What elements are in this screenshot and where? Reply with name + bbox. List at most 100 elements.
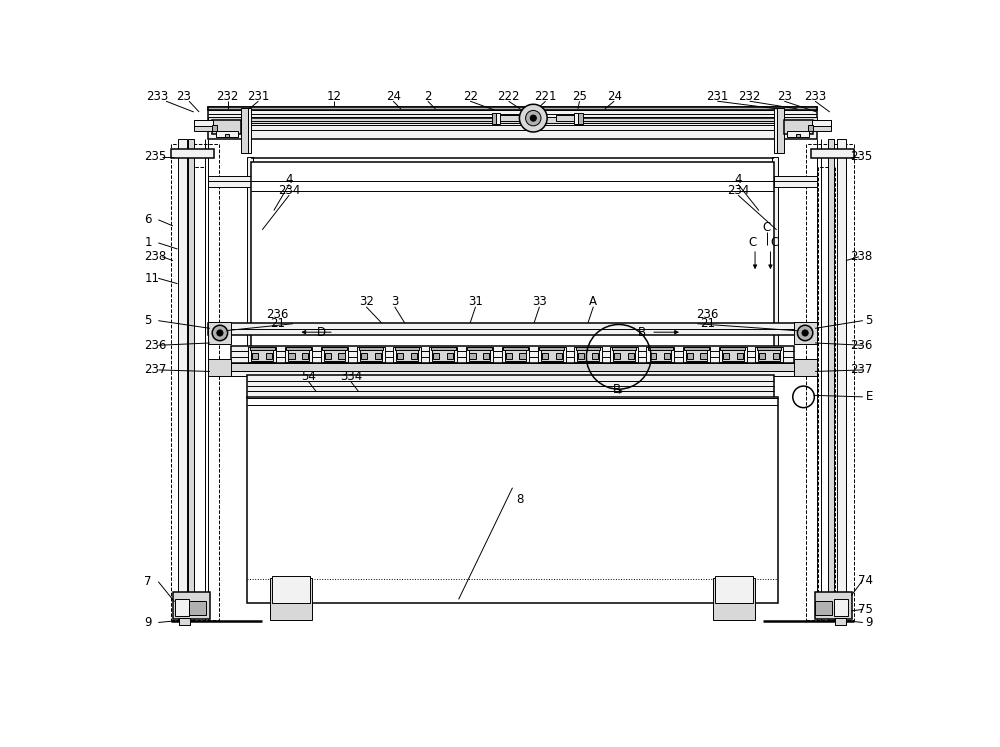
Bar [773, 353, 779, 359]
Bar [231, 363, 794, 371]
Bar [208, 359, 231, 376]
Bar [189, 601, 206, 615]
Bar [556, 115, 579, 121]
Bar [324, 349, 345, 361]
Bar [578, 113, 583, 123]
Bar [251, 162, 774, 361]
Bar [396, 349, 418, 361]
Bar [796, 134, 800, 137]
Bar [175, 599, 189, 616]
Bar [286, 347, 311, 350]
Bar [357, 347, 385, 362]
Text: B: B [638, 326, 646, 338]
Bar [208, 322, 231, 344]
Text: 235: 235 [851, 150, 873, 163]
Bar [302, 353, 308, 359]
Bar [208, 107, 817, 111]
Circle shape [797, 325, 813, 341]
Bar [684, 347, 709, 350]
Bar [322, 347, 347, 350]
Bar [815, 592, 852, 619]
Bar [592, 353, 598, 359]
Bar [250, 347, 275, 350]
Circle shape [217, 330, 223, 336]
Bar [432, 349, 454, 361]
Circle shape [802, 330, 808, 336]
Text: 236: 236 [266, 308, 289, 321]
Bar [321, 347, 348, 362]
Bar [812, 120, 831, 125]
Bar [188, 167, 205, 601]
Text: 75: 75 [858, 603, 873, 616]
Text: A: A [589, 295, 597, 308]
Bar [757, 347, 781, 350]
Text: 238: 238 [851, 250, 873, 263]
Bar [411, 353, 417, 359]
Bar [395, 347, 419, 350]
Text: 3: 3 [391, 295, 398, 308]
Text: D: D [317, 326, 326, 338]
Text: C: C [762, 221, 771, 234]
Bar [251, 349, 273, 361]
Bar [483, 353, 489, 359]
Text: 236: 236 [850, 339, 873, 352]
Bar [578, 353, 584, 359]
Text: 7: 7 [144, 575, 152, 588]
Bar [231, 346, 794, 363]
Bar [772, 157, 778, 365]
Bar [208, 176, 251, 187]
Text: 4: 4 [285, 173, 293, 186]
Bar [700, 353, 707, 359]
Bar [811, 149, 854, 158]
Bar [447, 353, 453, 359]
Bar [288, 349, 309, 361]
Bar [270, 578, 312, 620]
Text: 233: 233 [146, 90, 168, 103]
Text: 234: 234 [727, 184, 749, 197]
Bar [759, 353, 765, 359]
Text: 334: 334 [340, 370, 362, 382]
Bar [171, 149, 214, 158]
Text: 237: 237 [850, 364, 873, 376]
Bar [496, 115, 519, 121]
Text: 236: 236 [696, 308, 718, 321]
Bar [248, 108, 251, 153]
Text: E: E [865, 391, 873, 403]
Text: 232: 232 [738, 90, 761, 103]
Bar [794, 322, 817, 344]
Bar [338, 353, 345, 359]
Bar [628, 353, 634, 359]
Bar [542, 353, 548, 359]
Bar [610, 347, 638, 362]
Bar [720, 347, 745, 350]
Text: 1: 1 [144, 236, 152, 249]
Text: 23: 23 [176, 90, 191, 103]
Bar [194, 120, 213, 125]
Bar [188, 139, 194, 620]
Bar [225, 134, 229, 137]
Text: 235: 235 [144, 150, 167, 163]
Text: 22: 22 [463, 90, 478, 103]
Bar [834, 599, 848, 616]
Text: 11: 11 [144, 272, 159, 285]
Bar [755, 347, 783, 362]
Text: C: C [749, 236, 757, 249]
Bar [393, 347, 421, 362]
Circle shape [530, 115, 536, 121]
Bar [247, 374, 774, 397]
Bar [178, 139, 187, 620]
Bar [212, 120, 241, 134]
Bar [429, 347, 457, 362]
Text: 21: 21 [700, 317, 715, 330]
Bar [216, 131, 238, 137]
Bar [212, 125, 217, 131]
Bar [467, 347, 492, 350]
Bar [719, 347, 747, 362]
Bar [231, 371, 794, 376]
Text: C: C [770, 236, 778, 249]
Bar [758, 349, 780, 361]
Bar [325, 353, 331, 359]
Bar [519, 353, 526, 359]
Text: 8: 8 [517, 493, 524, 506]
Bar [241, 108, 248, 153]
